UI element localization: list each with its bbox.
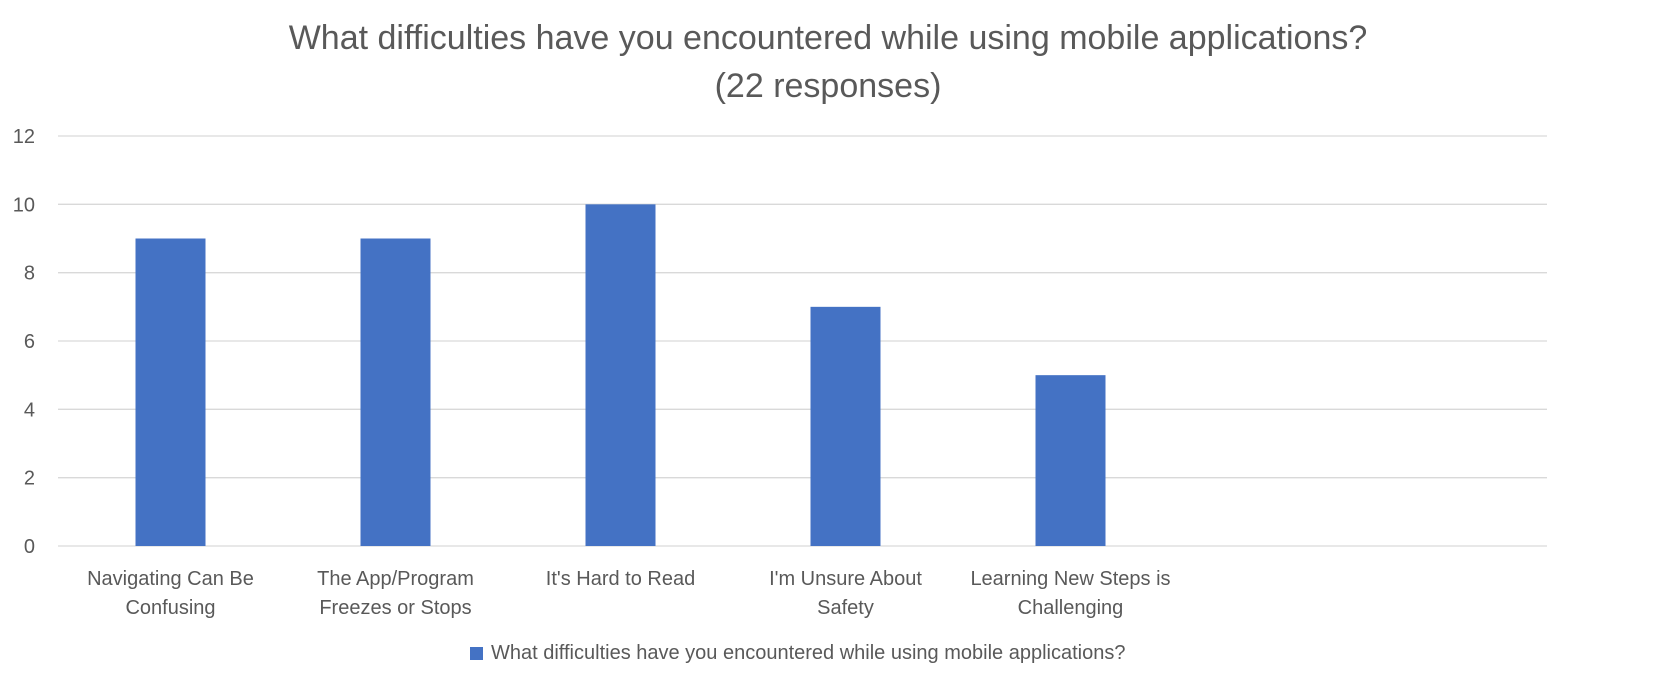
legend-label: What difficulties have you encountered w… [491,641,1126,664]
bar [585,204,656,547]
y-tick-label: 6 [24,331,35,353]
x-category-label: Learning New Steps is Challenging [970,568,1170,619]
y-tick-label: 12 [13,126,35,148]
y-tick-label: 4 [24,399,35,421]
chart-title: What difficulties have you encountered w… [288,19,1368,57]
bar-chart: 0 2 4 6 8 10 12 Navigating Can Be Confusing The A… [13,126,1547,619]
bar [1035,375,1106,546]
bar [360,238,431,546]
x-category-label: It's Hard to Read [546,568,695,590]
bar [135,238,206,546]
bar [810,306,881,546]
legend: What difficulties have you encountered w… [470,640,1125,666]
x-category-label: I'm Unsure About Safety [769,568,922,619]
y-tick-label: 8 [24,263,35,285]
chart-subtitle: (22 responses) [714,67,942,105]
x-category-label: The App/Program Freezes or Stops [317,568,474,619]
y-tick-label: 0 [24,536,35,558]
x-category-label: Navigating Can Be Confusing [87,568,254,619]
y-tick-label: 2 [24,468,35,490]
y-tick-label: 10 [13,194,35,216]
legend-swatch [470,646,483,660]
chart-title-block: What difficulties have you encountered w… [0,14,1656,110]
